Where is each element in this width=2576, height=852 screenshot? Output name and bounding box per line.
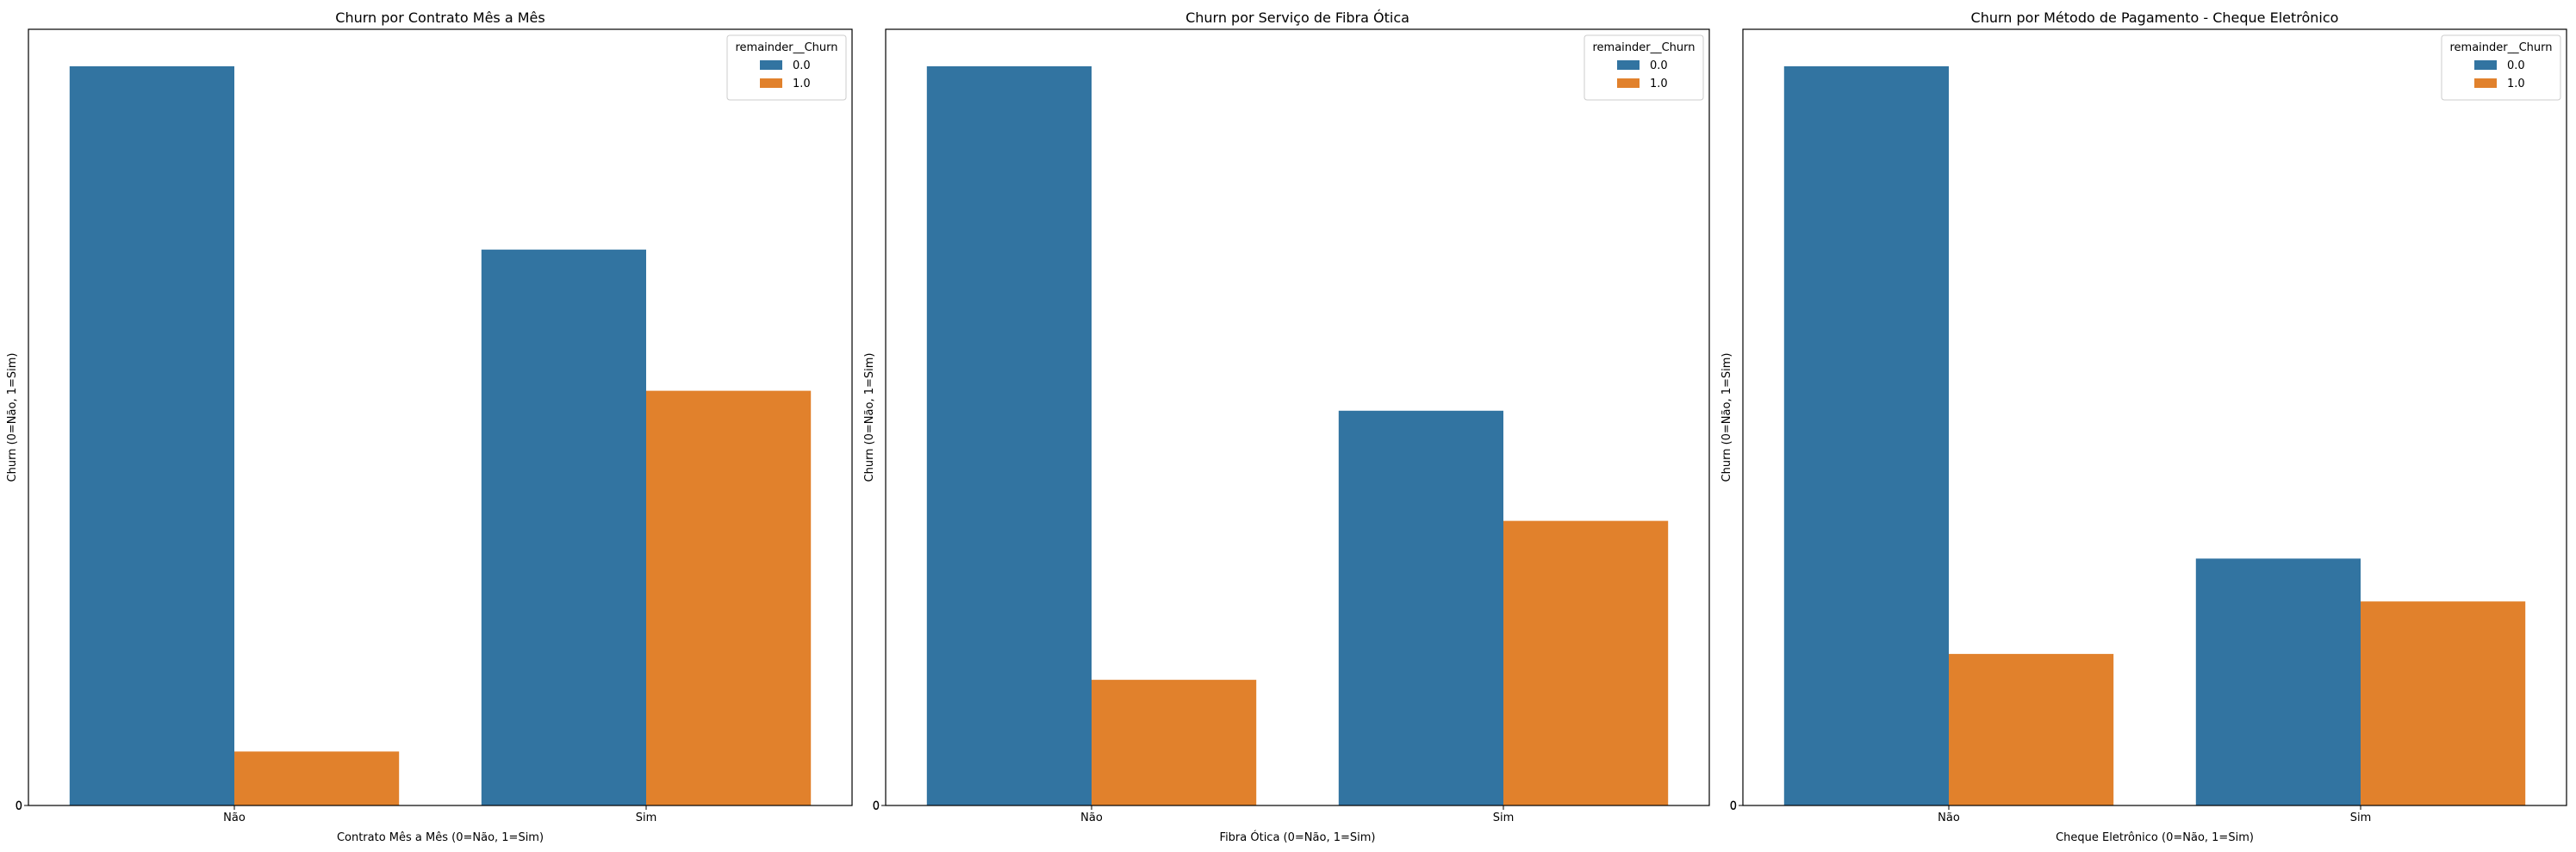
legend-entry-1: 1.0 bbox=[2507, 78, 2525, 90]
bar-no-series-0 bbox=[1783, 65, 1949, 805]
legend-entry-0: 0.0 bbox=[1650, 59, 1668, 72]
legend-title: remainder__Churn bbox=[2449, 41, 2552, 54]
legend-box bbox=[2441, 34, 2561, 101]
y-axis-label: Churn (0=Não, 1=Sim) bbox=[863, 353, 876, 482]
y-tick-label: 0 bbox=[1730, 800, 1737, 813]
x-tick-label: Sim bbox=[1493, 812, 1515, 824]
bar-no-series-1 bbox=[1092, 680, 1257, 805]
bar-sim-series-1 bbox=[646, 390, 812, 805]
bar-sim-series-0 bbox=[481, 249, 646, 805]
x-tick-label: Sim bbox=[2350, 812, 2372, 824]
legend-swatch-0 bbox=[760, 60, 782, 70]
legend-entry-1: 1.0 bbox=[793, 78, 811, 90]
x-tick-label: Não bbox=[223, 812, 246, 824]
legend-swatch-1 bbox=[760, 78, 782, 88]
bar-no-series-0 bbox=[926, 65, 1092, 805]
legend-swatch-0 bbox=[1617, 60, 1640, 70]
bar-no-series-0 bbox=[69, 65, 234, 805]
y-tick-label: 0 bbox=[16, 800, 22, 813]
y-tick-label: 0 bbox=[873, 800, 880, 813]
chart-title: Churn por Contrato Mês a Mês bbox=[335, 9, 544, 26]
plot-frame bbox=[885, 28, 1710, 806]
y-axis-label: Churn (0=Não, 1=Sim) bbox=[6, 353, 19, 482]
legend-title: remainder__Churn bbox=[1592, 41, 1695, 54]
x-axis-label: Contrato Mês a Mês (0=Não, 1=Sim) bbox=[337, 831, 544, 844]
x-axis-label: Cheque Eletrônico (0=Não, 1=Sim) bbox=[2056, 831, 2254, 844]
chart-title: Churn por Método de Pagamento - Cheque E… bbox=[1971, 9, 2339, 26]
legend-box bbox=[726, 34, 847, 101]
x-axis-label: Fibra Ótica (0=Não, 1=Sim) bbox=[1220, 830, 1376, 844]
x-tick-label: Não bbox=[1938, 812, 1960, 824]
legend-swatch-1 bbox=[2474, 78, 2497, 88]
chart-title: Churn por Serviço de Fibra Ótica bbox=[1185, 9, 1409, 26]
y-tick-label: 0 bbox=[16, 800, 22, 813]
y-axis-label: Churn (0=Não, 1=Sim) bbox=[1720, 353, 1733, 482]
legend-title: remainder__Churn bbox=[735, 41, 837, 54]
plot-frame bbox=[28, 28, 853, 806]
bar-no-series-1 bbox=[234, 751, 400, 805]
bar-no-series-1 bbox=[1949, 654, 2114, 805]
bar-sim-series-1 bbox=[2361, 601, 2526, 805]
bar-sim-series-0 bbox=[1338, 410, 1503, 805]
legend-swatch-1 bbox=[1617, 78, 1640, 88]
legend-entry-1: 1.0 bbox=[1650, 78, 1668, 90]
y-tick-label: 0 bbox=[1730, 800, 1737, 813]
y-tick-label: 0 bbox=[873, 800, 880, 813]
x-tick-label: Não bbox=[1080, 812, 1103, 824]
legend-entry-0: 0.0 bbox=[2507, 59, 2525, 72]
plot-frame bbox=[1742, 28, 2567, 806]
x-tick-label: Sim bbox=[636, 812, 657, 824]
legend-box bbox=[1584, 34, 1704, 101]
bar-sim-series-0 bbox=[2195, 558, 2361, 805]
legend-swatch-0 bbox=[2474, 60, 2497, 70]
legend-entry-0: 0.0 bbox=[793, 59, 811, 72]
bar-sim-series-1 bbox=[1503, 520, 1669, 805]
